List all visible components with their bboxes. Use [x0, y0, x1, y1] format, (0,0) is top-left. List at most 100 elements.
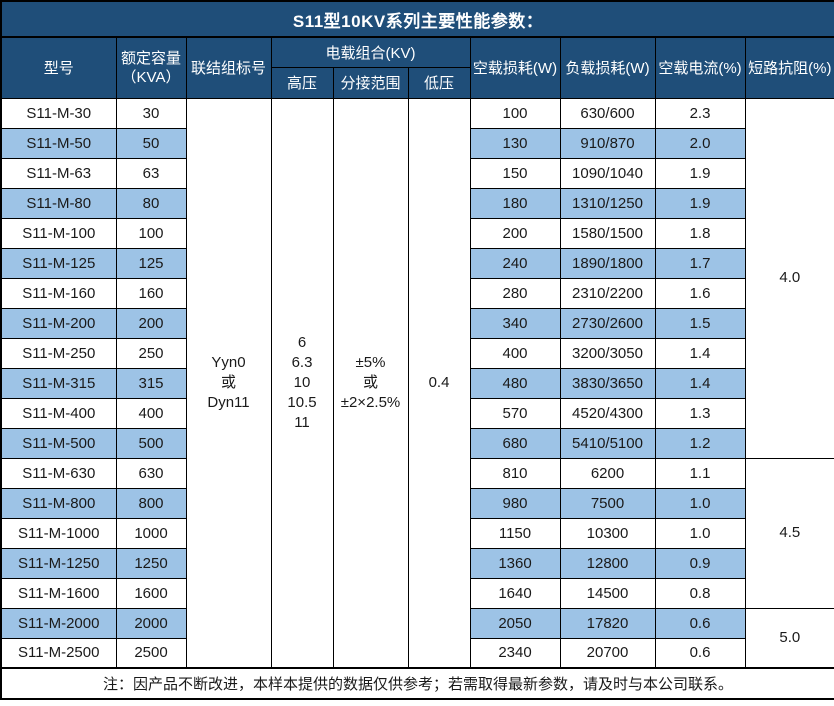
- cell-hv-values-line: 11: [294, 413, 310, 431]
- cell-hv-values-line: 10.5: [287, 393, 317, 411]
- col-header-voltage-combo: 电载组合(KV): [270, 36, 471, 68]
- cell-capacity: 2500: [115, 637, 187, 669]
- cell-no-load-current: 2.3: [654, 97, 746, 129]
- cell-capacity: 63: [115, 157, 187, 189]
- cell-load-loss: 1310/1250: [559, 187, 656, 219]
- col-header-lv: 低压: [407, 66, 471, 99]
- cell-no-load-current: 1.9: [654, 157, 746, 189]
- cell-model: S11-M-2500: [0, 637, 117, 669]
- cell-no-load-loss: 480: [469, 367, 561, 399]
- cell-no-load-loss: 1640: [469, 577, 561, 609]
- cell-tap-range-line: ±5%: [355, 353, 386, 371]
- cell-capacity: 1250: [115, 547, 187, 579]
- cell-capacity: 800: [115, 487, 187, 519]
- cell-lv-value: 0.4: [407, 97, 471, 669]
- cell-no-load-current: 1.3: [654, 397, 746, 429]
- cell-capacity: 1000: [115, 517, 187, 549]
- cell-no-load-current: 1.9: [654, 187, 746, 219]
- col-header-capacity: 额定容量 （KVA）: [115, 36, 187, 99]
- col-header-no-load-current: 空载电流(%): [654, 36, 746, 99]
- cell-model: S11-M-1000: [0, 517, 117, 549]
- cell-hv-values-line: 6.3: [291, 353, 313, 371]
- cell-no-load-loss: 680: [469, 427, 561, 459]
- table-row: S11-M-30 30 Yyn0 或 Dyn11 6 6.3 10 10.5 11 ±5% 或 ±2×2…: [0, 97, 834, 669]
- table-row: S11-M-1250 1250 1360 12800 0.9: [0, 547, 834, 579]
- cell-model: S11-M-30: [0, 97, 117, 129]
- cell-load-loss: 7500: [559, 487, 656, 519]
- cell-load-loss: 17820: [559, 607, 656, 639]
- cell-capacity: 630: [115, 457, 187, 489]
- cell-capacity: 500: [115, 427, 187, 459]
- cell-load-loss: 630/600: [559, 97, 656, 129]
- cell-no-load-current: 0.6: [654, 637, 746, 669]
- cell-no-load-loss: 400: [469, 337, 561, 369]
- col-header-model: 型号: [0, 36, 117, 99]
- cell-model: S11-M-100: [0, 217, 117, 249]
- table-row: S11-M-1600 1600 1640 14500 0.8: [0, 577, 834, 609]
- cell-capacity: 50: [115, 127, 187, 159]
- table-row: S11-M-800 800 980 7500 1.0: [0, 487, 834, 519]
- table-row: S11-M-160 160 280 2310/2200 1.6: [0, 277, 834, 309]
- cell-no-load-loss: 570: [469, 397, 561, 429]
- cell-capacity: 80: [115, 187, 187, 219]
- cell-no-load-loss: 200: [469, 217, 561, 249]
- cell-capacity: 2000: [115, 607, 187, 639]
- cell-load-loss: 10300: [559, 517, 656, 549]
- footer-note: 注：因产品不断改进，本样本提供的数据仅供参考；若需取得最新参数，请及时与本公司联…: [0, 667, 834, 700]
- cell-no-load-loss: 240: [469, 247, 561, 279]
- page-title: S11型10KV系列主要性能参数：: [0, 0, 834, 38]
- header-row-top: 型号 额定容量 （KVA） 联结组标号 电载组合(KV) 空载损耗(W) 负载损…: [0, 36, 834, 99]
- cell-vector-group-line: Dyn11: [207, 393, 250, 411]
- cell-no-load-current: 0.8: [654, 577, 746, 609]
- cell-capacity: 160: [115, 277, 187, 309]
- cell-no-load-loss: 180: [469, 187, 561, 219]
- cell-no-load-loss: 280: [469, 277, 561, 309]
- cell-load-loss: 3200/3050: [559, 337, 656, 369]
- table-row: S11-M-400 400 570 4520/4300 1.3: [0, 397, 834, 429]
- cell-hv-values-line: 6: [297, 333, 307, 351]
- cell-no-load-loss: 1360: [469, 547, 561, 579]
- cell-model: S11-M-400: [0, 397, 117, 429]
- cell-impedance: 5.0: [744, 607, 834, 669]
- capacity-header-line1: 额定容量: [120, 49, 181, 67]
- cell-load-loss: 2730/2600: [559, 307, 656, 339]
- cell-load-loss: 20700: [559, 637, 656, 669]
- cell-no-load-current: 1.2: [654, 427, 746, 459]
- table-row: S11-M-630 630 810 6200 1.1 4.5: [0, 457, 834, 609]
- cell-model: S11-M-800: [0, 487, 117, 519]
- cell-tap-range-line: 或: [362, 373, 378, 391]
- cell-impedance: 4.0: [744, 97, 834, 459]
- cell-load-loss: 1890/1800: [559, 247, 656, 279]
- cell-capacity: 200: [115, 307, 187, 339]
- col-header-impedance: 短路抗阻(%): [744, 36, 834, 99]
- cell-no-load-loss: 150: [469, 157, 561, 189]
- cell-no-load-current: 2.0: [654, 127, 746, 159]
- cell-load-loss: 3830/3650: [559, 367, 656, 399]
- cell-model: S11-M-63: [0, 157, 117, 189]
- cell-no-load-loss: 980: [469, 487, 561, 519]
- cell-no-load-current: 0.9: [654, 547, 746, 579]
- cell-capacity: 100: [115, 217, 187, 249]
- cell-vector-group-line: 或: [220, 373, 236, 391]
- cell-model: S11-M-1250: [0, 547, 117, 579]
- col-header-no-load-loss: 空载损耗(W): [469, 36, 561, 99]
- table-row: S11-M-100 100 200 1580/1500 1.8: [0, 217, 834, 249]
- cell-capacity: 315: [115, 367, 187, 399]
- cell-model: S11-M-160: [0, 277, 117, 309]
- cell-no-load-loss: 100: [469, 97, 561, 129]
- cell-no-load-current: 1.8: [654, 217, 746, 249]
- cell-model: S11-M-200: [0, 307, 117, 339]
- cell-load-loss: 1090/1040: [559, 157, 656, 189]
- cell-capacity: 30: [115, 97, 187, 129]
- cell-model: S11-M-125: [0, 247, 117, 279]
- cell-no-load-loss: 130: [469, 127, 561, 159]
- cell-model: S11-M-2000: [0, 607, 117, 639]
- table-row: S11-M-2500 2500 2340 20700 0.6: [0, 637, 834, 669]
- cell-vector-group-line: Yyn0: [211, 353, 246, 371]
- table-row: S11-M-315 315 480 3830/3650 1.4: [0, 367, 834, 399]
- col-header-vector-group: 联结组标号: [185, 36, 272, 99]
- cell-load-loss: 910/870: [559, 127, 656, 159]
- table-row: S11-M-80 80 180 1310/1250 1.9: [0, 187, 834, 219]
